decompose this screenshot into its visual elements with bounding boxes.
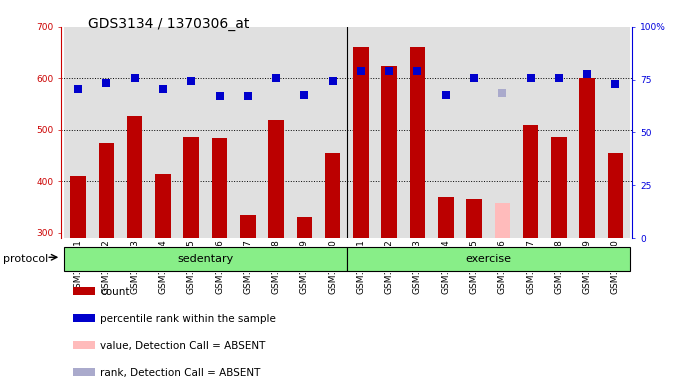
Bar [488, 27, 517, 238]
Bar [149, 27, 177, 238]
Bar [127, 116, 143, 238]
Bar [347, 247, 630, 271]
Bar [73, 368, 95, 376]
Bar [494, 203, 510, 238]
Bar [92, 27, 120, 238]
Text: sedentary: sedentary [177, 254, 233, 264]
Bar [296, 217, 312, 238]
Bar [269, 119, 284, 238]
Text: rank, Detection Call = ABSENT: rank, Detection Call = ABSENT [100, 367, 260, 377]
Bar [120, 27, 149, 238]
Bar [460, 27, 488, 238]
Text: value, Detection Call = ABSENT: value, Detection Call = ABSENT [100, 341, 265, 351]
Text: GDS3134 / 1370306_at: GDS3134 / 1370306_at [88, 17, 250, 31]
Text: exercise: exercise [465, 254, 511, 264]
Bar [432, 27, 460, 238]
Bar [211, 137, 227, 238]
Bar [545, 27, 573, 238]
Bar [347, 27, 375, 238]
Bar [579, 78, 595, 238]
Bar [155, 174, 171, 238]
Bar [325, 153, 341, 238]
Bar [523, 125, 539, 238]
Bar [608, 153, 623, 238]
Text: count: count [100, 287, 130, 297]
Bar [177, 27, 205, 238]
Text: protocol: protocol [3, 254, 49, 264]
Bar [353, 48, 369, 238]
Bar [99, 143, 114, 238]
Bar [403, 27, 432, 238]
Bar [64, 27, 92, 238]
Bar [517, 27, 545, 238]
Bar [466, 199, 482, 238]
Bar [551, 137, 566, 238]
Bar [438, 197, 454, 238]
Bar [262, 27, 290, 238]
Bar [205, 27, 234, 238]
Bar [234, 27, 262, 238]
Bar [73, 341, 95, 349]
Bar [71, 176, 86, 238]
Bar [410, 48, 425, 238]
Text: percentile rank within the sample: percentile rank within the sample [100, 314, 276, 324]
Bar [73, 314, 95, 322]
Bar [184, 137, 199, 238]
Bar [240, 215, 256, 238]
Bar [601, 27, 630, 238]
Bar [73, 287, 95, 295]
Bar [573, 27, 601, 238]
Bar [375, 27, 403, 238]
Bar [381, 66, 397, 238]
Bar [318, 27, 347, 238]
Bar [290, 27, 318, 238]
Bar [64, 247, 347, 271]
